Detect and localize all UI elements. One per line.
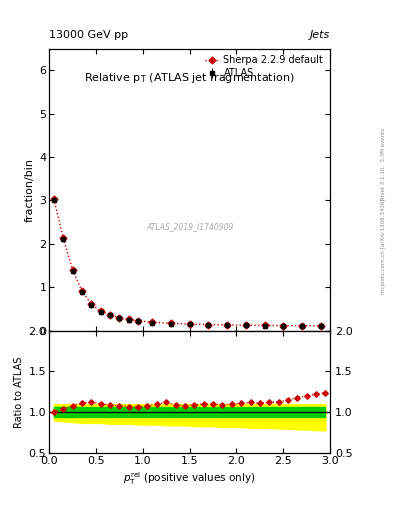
Sherpa 2.2.9 default: [117, 315, 122, 321]
Sherpa 2.2.9 default: [187, 321, 192, 327]
Sherpa 2.2.9 default: [61, 234, 66, 241]
Sherpa 2.2.9 default: [299, 323, 304, 329]
Legend: Sherpa 2.2.9 default, ATLAS: Sherpa 2.2.9 default, ATLAS: [203, 53, 325, 80]
Sherpa 2.2.9 default: [70, 267, 75, 273]
Sherpa 2.2.9 default: [318, 323, 323, 329]
Sherpa 2.2.9 default: [244, 322, 248, 328]
Sherpa 2.2.9 default: [281, 323, 286, 329]
Sherpa 2.2.9 default: [89, 301, 94, 307]
Y-axis label: Ratio to ATLAS: Ratio to ATLAS: [15, 356, 24, 428]
Sherpa 2.2.9 default: [262, 322, 267, 328]
Text: mcplots.cern.ch [arXiv:1306.3436]: mcplots.cern.ch [arXiv:1306.3436]: [381, 198, 386, 293]
Sherpa 2.2.9 default: [127, 316, 131, 323]
X-axis label: $p_{\mathrm{T}}^{\mathrm{rel}}$ (positive values only): $p_{\mathrm{T}}^{\mathrm{rel}}$ (positiv…: [123, 470, 256, 487]
Y-axis label: fraction/bin: fraction/bin: [25, 158, 35, 222]
Sherpa 2.2.9 default: [136, 318, 140, 324]
Text: Relative p$_\mathrm{T}$ (ATLAS jet fragmentation): Relative p$_\mathrm{T}$ (ATLAS jet fragm…: [84, 71, 295, 85]
Sherpa 2.2.9 default: [150, 319, 154, 325]
Sherpa 2.2.9 default: [51, 196, 56, 202]
Sherpa 2.2.9 default: [108, 312, 112, 318]
Sherpa 2.2.9 default: [225, 322, 230, 328]
Text: Jets: Jets: [310, 30, 330, 40]
Text: ATLAS_2019_I1740909: ATLAS_2019_I1740909: [146, 222, 233, 231]
Text: Rivet 3.1.10,  3.3M events: Rivet 3.1.10, 3.3M events: [381, 128, 386, 200]
Sherpa 2.2.9 default: [79, 288, 84, 294]
Line: Sherpa 2.2.9 default: Sherpa 2.2.9 default: [51, 196, 323, 328]
Text: 13000 GeV pp: 13000 GeV pp: [49, 30, 128, 40]
Sherpa 2.2.9 default: [169, 320, 173, 326]
Sherpa 2.2.9 default: [206, 322, 211, 328]
Sherpa 2.2.9 default: [98, 308, 103, 314]
